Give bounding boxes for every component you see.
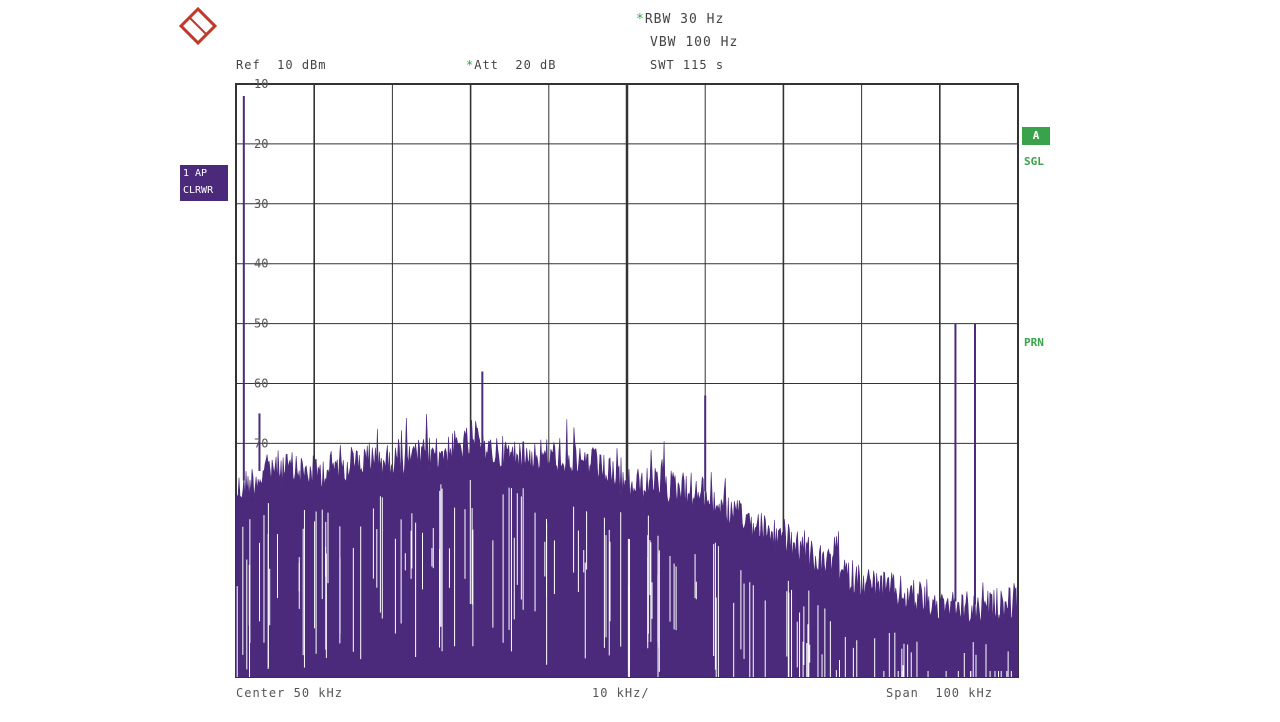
att-label: Att: [474, 58, 499, 72]
att-marker-icon: *: [466, 58, 475, 72]
y-tick-label: 20: [254, 137, 268, 151]
rbw-readout: *RBW 30 Hz: [636, 12, 724, 27]
trace-mode-label: 1 AP: [183, 168, 208, 179]
center-readout: Center 50 kHz: [236, 686, 343, 700]
ref-label: Ref: [236, 58, 261, 72]
trace-detector-label: CLRWR: [183, 185, 214, 196]
prn-label: PRN: [1024, 336, 1044, 349]
vbw-value: 100 Hz: [685, 35, 739, 50]
swt-readout: SWT 115 s: [650, 58, 724, 72]
center-label: Center: [236, 686, 286, 700]
swt-value: 115 s: [682, 58, 725, 72]
rbw-label: RBW: [644, 12, 672, 27]
y-tick-label: 50: [254, 317, 268, 331]
sgl-label: SGL: [1024, 155, 1044, 168]
ref-value: 10 dBm: [277, 58, 327, 72]
center-value: 50 kHz: [293, 686, 343, 700]
y-tick-label: 30: [254, 197, 268, 211]
span-value: 100 kHz: [935, 686, 993, 700]
trace-a-badge: A: [1022, 127, 1050, 145]
vbw-readout: VBW 100 Hz: [650, 35, 738, 50]
trace-info-box: 1 AP CLRWR: [180, 165, 228, 201]
y-tick-label: 40: [254, 257, 268, 271]
y-tick-label: 10: [254, 77, 268, 91]
ref-readout: Ref 10 dBm: [236, 58, 327, 72]
rohde-schwarz-logo: [178, 6, 218, 46]
att-readout: *Att 20 dB: [466, 58, 557, 72]
y-tick-label: 60: [254, 376, 268, 390]
swt-label: SWT: [650, 58, 675, 72]
y-tick-label: 70: [254, 436, 268, 450]
noise-floor-trace: [235, 413, 1019, 678]
vbw-label: VBW: [650, 35, 677, 50]
att-value: 20 dB: [515, 58, 557, 72]
div-readout: 10 kHz/: [592, 686, 650, 700]
span-readout: Span 100 kHz: [886, 686, 993, 700]
rbw-marker-icon: *: [636, 12, 645, 27]
rbw-value: 30 Hz: [680, 12, 725, 27]
span-label: Span: [886, 686, 919, 700]
